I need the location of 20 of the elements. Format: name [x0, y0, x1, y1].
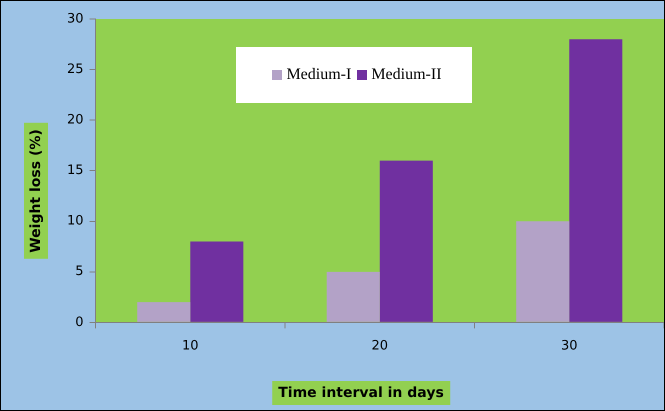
bar — [137, 302, 190, 322]
legend-label: Medium-II — [371, 66, 442, 84]
x-axis-title: Time interval in days — [272, 381, 450, 405]
x-tick-label: 10 — [182, 338, 199, 354]
y-tick-label: 30 — [66, 11, 84, 26]
y-axis-title: Weight loss (%) — [24, 123, 48, 259]
y-tick-label: 0 — [75, 314, 84, 330]
bar — [380, 160, 433, 322]
bar — [569, 39, 622, 322]
y-tick-label: 15 — [66, 163, 84, 178]
y-tick-label: 25 — [66, 62, 84, 77]
x-tick-label: 20 — [372, 338, 388, 354]
bar — [326, 272, 380, 322]
y-tick-label: 10 — [66, 214, 84, 229]
bar — [516, 221, 570, 322]
y-tick-label: 20 — [66, 112, 84, 128]
y-tick-label: 5 — [75, 264, 84, 280]
legend-label: Medium-I — [286, 66, 352, 84]
bar — [190, 241, 244, 322]
x-tick-label: 30 — [560, 338, 578, 354]
